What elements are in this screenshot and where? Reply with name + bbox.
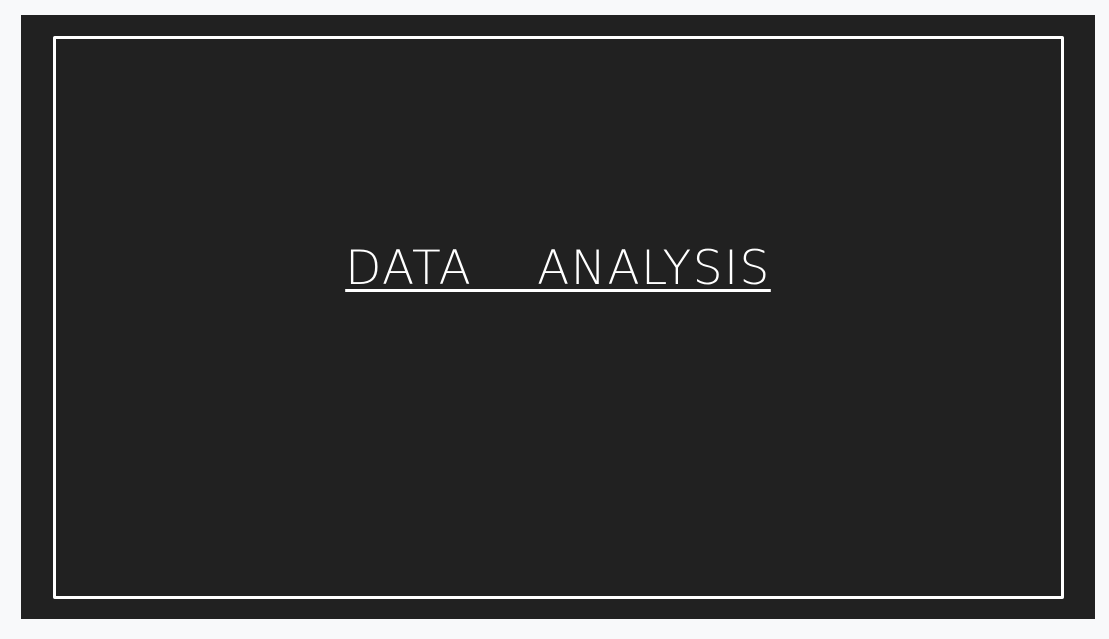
slide-border-frame: [53, 36, 1064, 599]
slide-canvas: DATA ANALYSIS: [21, 15, 1095, 619]
slide-title[interactable]: DATA ANALYSIS: [345, 241, 771, 296]
